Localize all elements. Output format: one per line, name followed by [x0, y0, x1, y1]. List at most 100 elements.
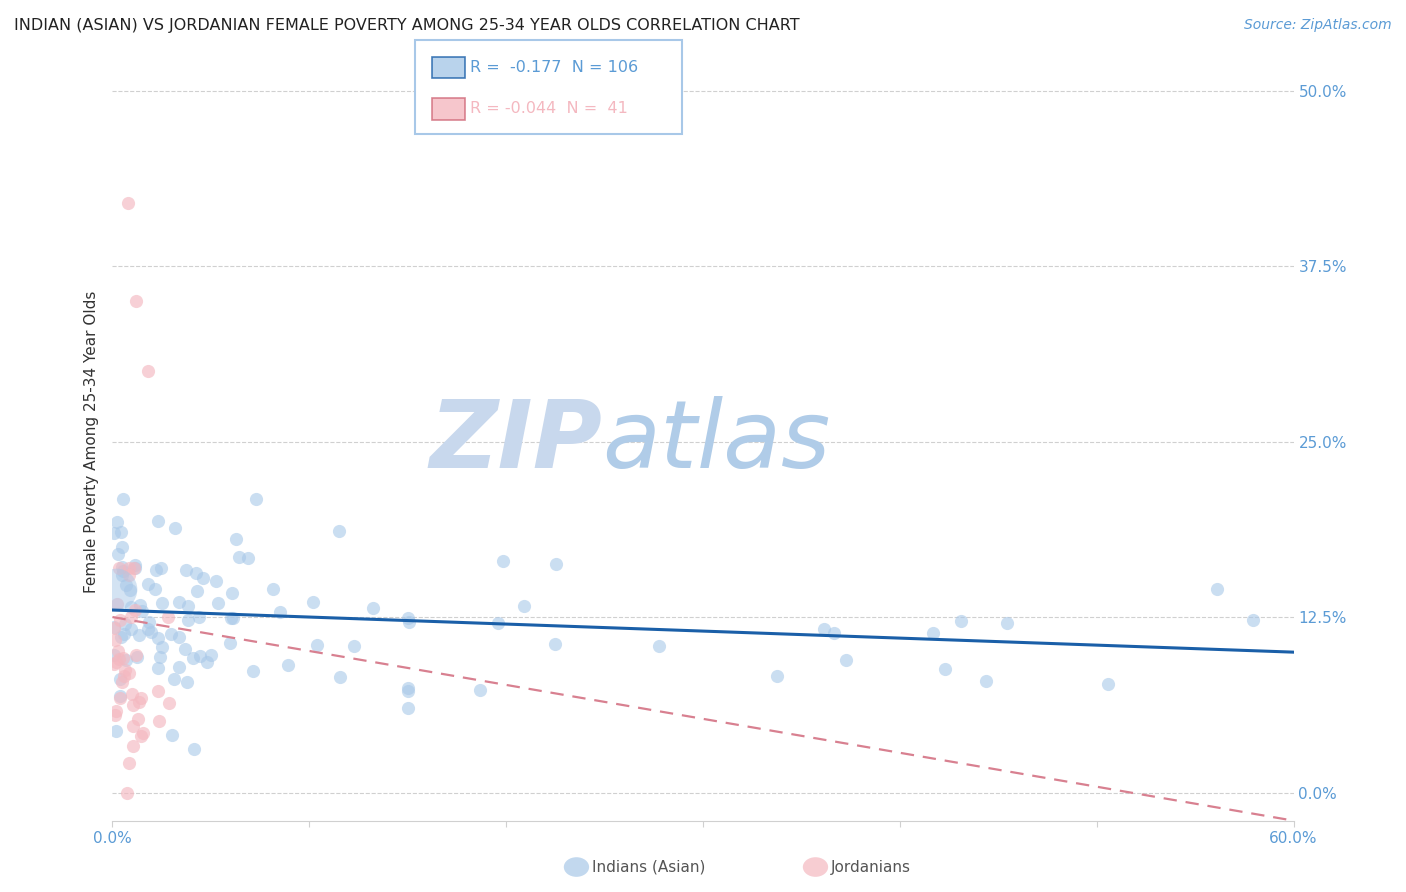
Point — [108, 690, 131, 705]
Point — [177, 613, 200, 627]
Point — [262, 582, 284, 597]
Point — [143, 582, 166, 596]
Point — [205, 574, 228, 589]
Point — [342, 639, 364, 653]
Point — [148, 714, 170, 728]
Text: INDIAN (ASIAN) VS JORDANIAN FEMALE POVERTY AMONG 25-34 YEAR OLDS CORRELATION CHA: INDIAN (ASIAN) VS JORDANIAN FEMALE POVER… — [14, 18, 800, 33]
Point — [103, 648, 125, 662]
Point — [934, 662, 956, 676]
Point — [398, 615, 420, 630]
Point — [103, 657, 125, 672]
Point — [104, 632, 127, 647]
Point — [117, 666, 139, 681]
Point — [195, 655, 218, 669]
Point — [105, 597, 128, 611]
Point — [184, 566, 207, 580]
Point — [470, 683, 492, 698]
Point — [207, 596, 229, 610]
Point — [108, 672, 131, 686]
Point — [118, 583, 141, 598]
Point — [363, 600, 385, 615]
Point — [104, 707, 127, 722]
Point — [177, 599, 200, 614]
Point — [128, 695, 150, 709]
Point — [200, 648, 222, 662]
Text: R =  -0.177  N = 106: R = -0.177 N = 106 — [470, 61, 638, 75]
Text: Indians (Asian): Indians (Asian) — [592, 860, 706, 874]
Point — [129, 690, 152, 705]
Point — [228, 549, 250, 564]
Point — [122, 698, 145, 712]
Point — [301, 595, 323, 609]
Point — [221, 611, 243, 625]
Text: R = -0.044  N =  41: R = -0.044 N = 41 — [470, 102, 627, 116]
Point — [486, 615, 509, 630]
Point — [111, 651, 134, 665]
Point — [125, 294, 148, 309]
Point — [146, 684, 169, 698]
Point — [112, 627, 135, 641]
Point — [949, 614, 972, 628]
Point — [513, 599, 536, 614]
Point — [114, 617, 136, 632]
Point — [114, 663, 136, 677]
Point — [544, 637, 567, 651]
Text: Jordanians: Jordanians — [831, 860, 911, 874]
Point — [995, 616, 1018, 631]
Point — [120, 599, 142, 614]
Point — [111, 675, 134, 690]
Point — [139, 625, 162, 640]
Point — [110, 689, 132, 703]
Point — [156, 609, 179, 624]
Point — [150, 561, 173, 575]
Point — [108, 613, 131, 627]
Point — [103, 620, 125, 634]
Point — [218, 636, 240, 650]
Point — [111, 567, 134, 582]
Point — [544, 557, 567, 571]
Text: atlas: atlas — [603, 396, 831, 487]
Point — [136, 364, 159, 378]
Point — [111, 559, 134, 574]
Point — [118, 567, 141, 582]
Point — [174, 642, 197, 657]
Point — [110, 524, 132, 539]
Point — [186, 583, 208, 598]
Point — [120, 610, 142, 624]
Point — [103, 621, 125, 635]
Point — [138, 615, 160, 630]
Point — [122, 561, 145, 575]
Point — [121, 739, 143, 754]
Point — [128, 628, 150, 642]
Point — [269, 605, 291, 619]
Point — [835, 653, 858, 667]
Point — [115, 577, 138, 591]
Point — [188, 610, 211, 624]
Point — [236, 550, 259, 565]
Point — [396, 681, 419, 696]
Point — [112, 669, 135, 683]
Point — [167, 595, 190, 609]
Point — [111, 540, 134, 554]
Point — [121, 687, 143, 701]
Point — [174, 563, 197, 577]
Point — [181, 651, 204, 665]
Y-axis label: Female Poverty Among 25-34 Year Olds: Female Poverty Among 25-34 Year Olds — [84, 291, 100, 592]
Point — [176, 675, 198, 690]
Point — [124, 603, 146, 617]
Point — [108, 652, 131, 666]
Point — [122, 719, 145, 733]
Point — [103, 525, 125, 540]
Point — [117, 195, 139, 210]
Point — [307, 638, 329, 652]
Point — [492, 554, 515, 568]
Point — [922, 626, 945, 640]
Point — [118, 561, 141, 575]
Point — [813, 622, 835, 636]
Point — [1097, 677, 1119, 691]
Point — [111, 564, 134, 578]
Point — [115, 786, 138, 800]
Point — [146, 661, 169, 675]
Point — [328, 524, 350, 538]
Point — [131, 604, 153, 618]
